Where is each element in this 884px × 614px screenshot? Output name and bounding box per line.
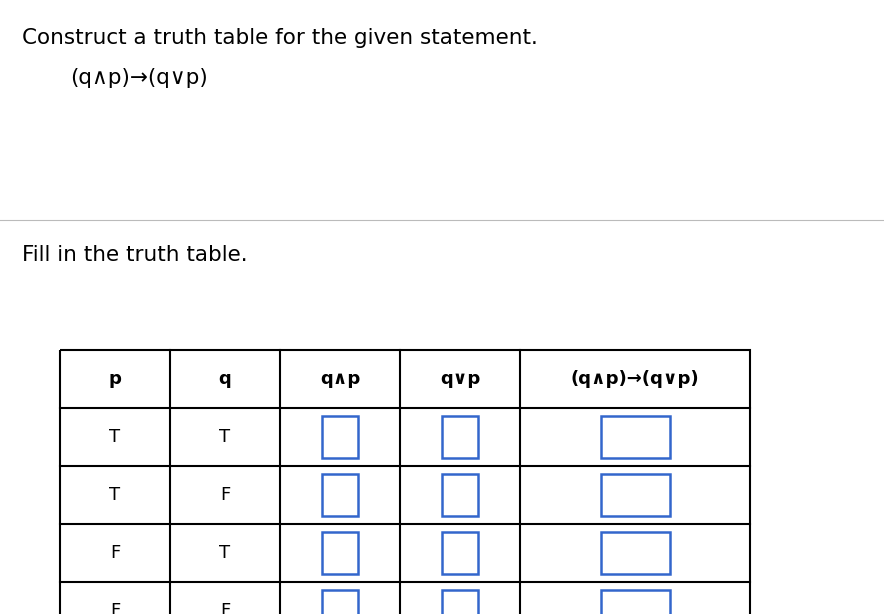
Bar (600, 474, 669, 516)
Text: F: F (220, 486, 230, 504)
Bar (442, 532, 478, 574)
Text: Construct a truth table for the given statement.: Construct a truth table for the given st… (22, 28, 537, 48)
Text: F: F (110, 602, 120, 614)
Bar (600, 532, 669, 574)
Bar (322, 532, 358, 574)
Text: Fill in the truth table.: Fill in the truth table. (22, 245, 248, 265)
Bar (60, 350, 750, 614)
Text: T: T (110, 428, 120, 446)
Text: F: F (220, 602, 230, 614)
Text: q∧p: q∧p (320, 370, 360, 388)
Text: T: T (219, 428, 231, 446)
Bar (442, 590, 478, 614)
Text: (q∧p)→(q∨p): (q∧p)→(q∨p) (571, 370, 699, 388)
Bar (600, 416, 669, 458)
Bar (442, 474, 478, 516)
Text: (q∧p)→(q∨p): (q∧p)→(q∨p) (70, 68, 208, 88)
Text: F: F (110, 544, 120, 562)
Bar (322, 590, 358, 614)
Text: p: p (109, 370, 121, 388)
Bar (442, 416, 478, 458)
Text: T: T (219, 544, 231, 562)
Bar (322, 416, 358, 458)
Text: q: q (218, 370, 232, 388)
Bar (600, 590, 669, 614)
Bar (322, 474, 358, 516)
Text: T: T (110, 486, 120, 504)
Text: q∨p: q∨p (440, 370, 480, 388)
